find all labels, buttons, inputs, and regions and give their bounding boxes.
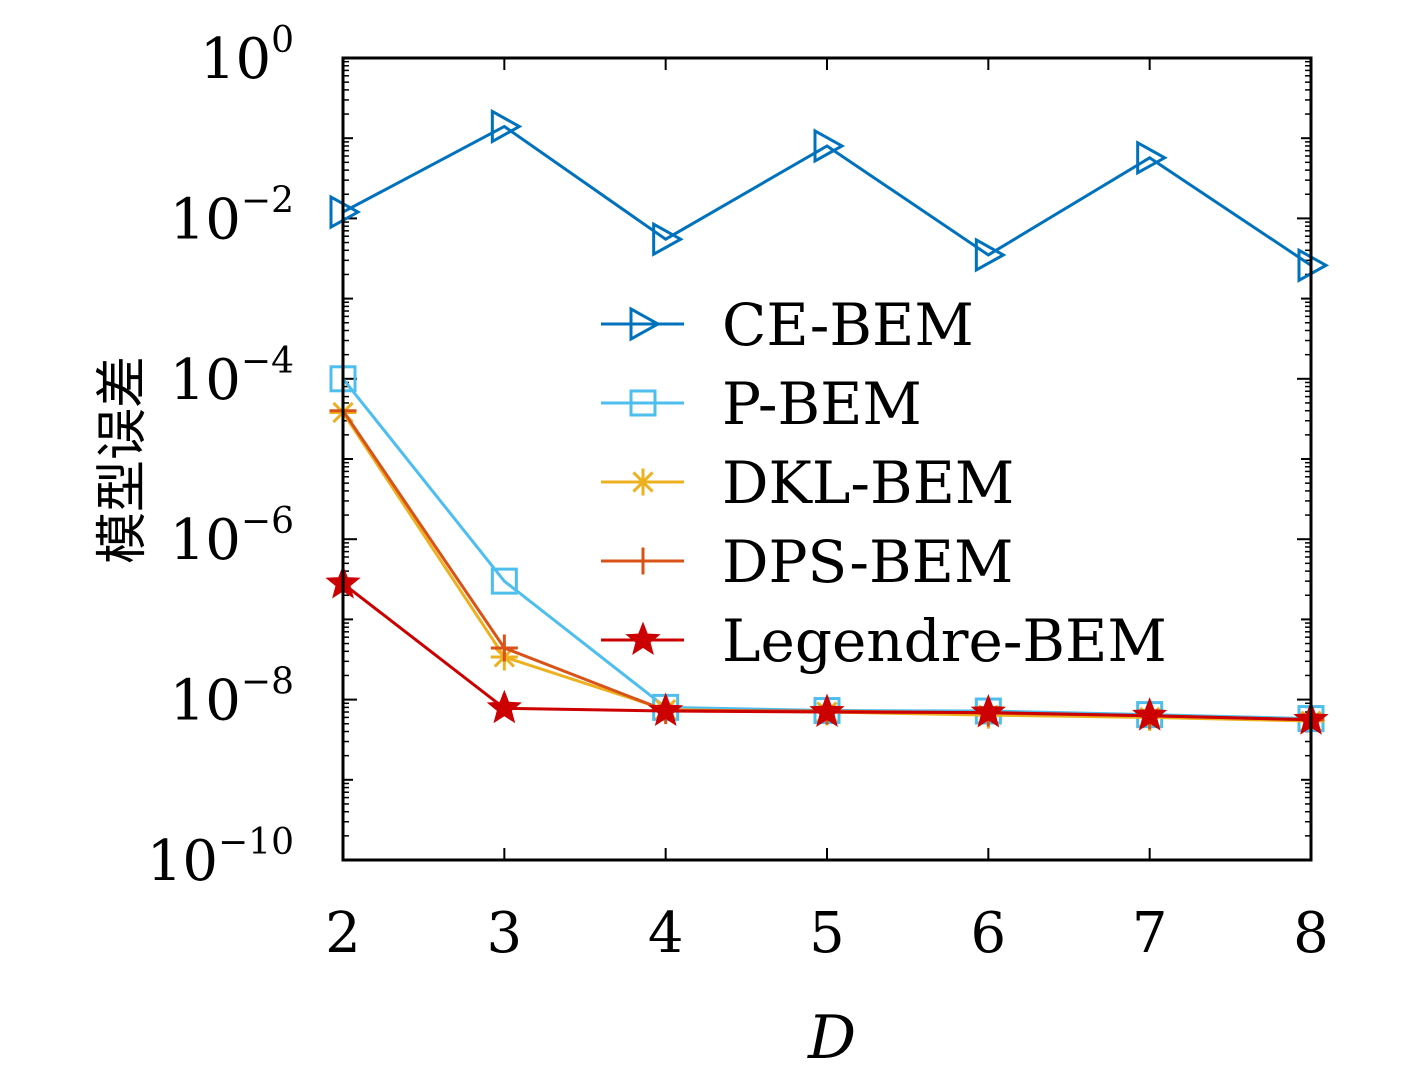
legend-entry-dps-bem: DPS-BEM [601, 528, 1013, 596]
y-tick-label: 10−10 [147, 822, 294, 894]
x-tick-label: 6 [971, 901, 1007, 966]
marker-star [809, 693, 845, 728]
plot-frame [341, 56, 1313, 862]
marker-star [486, 689, 522, 724]
series-legendre-bem [325, 565, 1329, 735]
series-ce-bem [329, 108, 1330, 283]
x-axis-label: D [807, 1003, 856, 1073]
legend-entry-legendre-bem: Legendre-BEM [601, 607, 1167, 675]
legend: CE-BEM P-BEM DKL-BEM DPS-BEM Legendre-BEM [601, 291, 1167, 675]
marker-square [629, 389, 657, 417]
marker-triangle [813, 128, 846, 164]
marker-star [970, 693, 1006, 728]
marker-star [625, 621, 661, 655]
legend-entry-p-bem: P-BEM [601, 370, 922, 438]
marker-triangle [974, 237, 1007, 273]
x-tick-label: 8 [1293, 901, 1329, 966]
y-tick-label: 10−8 [170, 662, 294, 734]
series-line [342, 124, 1312, 267]
x-tick-label: 7 [1132, 901, 1168, 966]
x-tick-label: 3 [487, 901, 523, 966]
legend-label: DPS-BEM [722, 528, 1013, 596]
x-tick-label: 2 [325, 901, 361, 966]
y-axis-label: 模型误差 [93, 356, 153, 564]
marker-star [1132, 697, 1168, 731]
marker-triangle [490, 108, 523, 145]
marker-star [648, 692, 684, 727]
legend-label: CE-BEM [722, 291, 974, 359]
x-tick-label: 5 [809, 901, 845, 966]
marker-triangle [652, 221, 684, 257]
x-tick-label: 4 [648, 901, 684, 966]
y-tick-label: 10−6 [170, 501, 294, 573]
legend-label: P-BEM [722, 370, 922, 438]
y-tick-label: 10−4 [170, 341, 294, 413]
marker-asterisk-stroke [632, 471, 654, 493]
y-tick-label: 10−2 [170, 180, 294, 252]
marker-triangle [1136, 140, 1168, 176]
y-tick-label: 100 [200, 20, 294, 92]
legend-entry-dkl-bem: DKL-BEM [601, 449, 1014, 517]
legend-label: DKL-BEM [722, 449, 1014, 517]
marker-square [490, 567, 518, 595]
marker-triangle [629, 306, 662, 342]
legend-entry-ce-bem: CE-BEM [601, 291, 974, 359]
axis-labels: D 模型误差 [93, 356, 856, 1073]
legend-label: Legendre-BEM [722, 607, 1167, 675]
